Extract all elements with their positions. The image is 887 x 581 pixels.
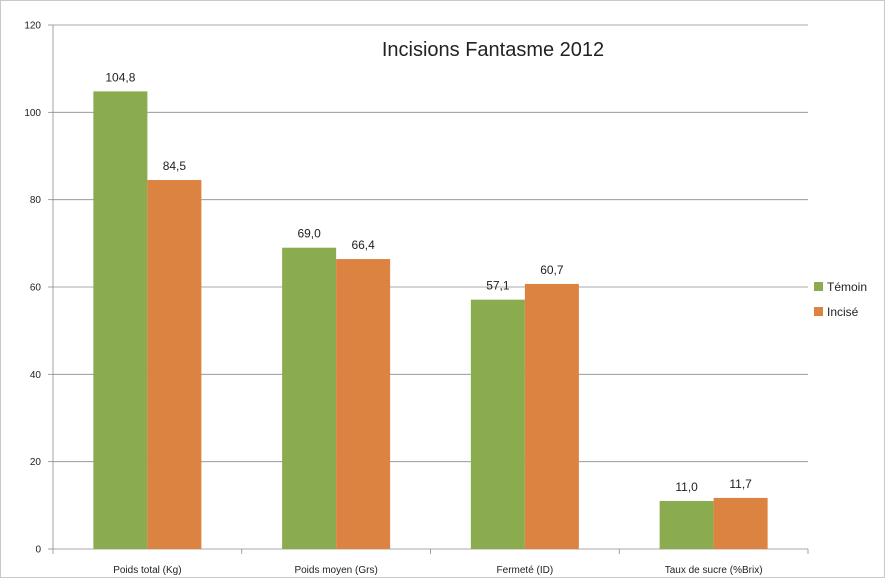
data-label: 11,7 — [729, 477, 752, 491]
y-tick-label: 100 — [24, 108, 41, 119]
x-tick-label: Poids total (Kg) — [113, 565, 181, 576]
data-label: 57,1 — [486, 279, 510, 293]
data-label: 60,7 — [540, 263, 564, 277]
bar — [147, 180, 202, 549]
legend-label: Témoin — [827, 280, 867, 294]
x-tick-label: Fermeté (ID) — [497, 565, 554, 576]
bar — [93, 91, 148, 549]
bar — [524, 283, 579, 549]
bar — [470, 299, 525, 549]
data-label: 104,8 — [105, 70, 135, 84]
x-tick-label: Taux de sucre (%Brix) — [665, 565, 763, 576]
y-tick-label: 40 — [30, 370, 42, 381]
legend: Témoin Incisé — [814, 280, 867, 319]
data-label: 69,0 — [297, 227, 321, 241]
y-tick-label: 60 — [30, 283, 42, 294]
data-label: 66,4 — [351, 238, 375, 252]
legend-swatch — [814, 307, 823, 316]
y-tick-label: 80 — [30, 195, 42, 206]
chart-title: Incisions Fantasme 2012 — [382, 39, 604, 61]
bar — [282, 247, 337, 549]
data-labels: 104,8 84,5 69,0 66,4 57,1 60,7 11,0 11,7 — [105, 70, 752, 494]
y-tick-label: 0 — [35, 545, 41, 556]
bar — [659, 500, 714, 549]
x-tick-label: Poids moyen (Grs) — [294, 565, 377, 576]
bar — [336, 259, 391, 549]
bar — [713, 497, 768, 549]
data-label: 11,0 — [675, 480, 698, 494]
y-tick-label: 20 — [30, 457, 42, 468]
data-label: 84,5 — [163, 159, 187, 173]
bars — [93, 91, 768, 549]
y-tick-label: 120 — [24, 21, 41, 32]
legend-swatch — [814, 282, 823, 291]
legend-label: Incisé — [827, 305, 859, 319]
